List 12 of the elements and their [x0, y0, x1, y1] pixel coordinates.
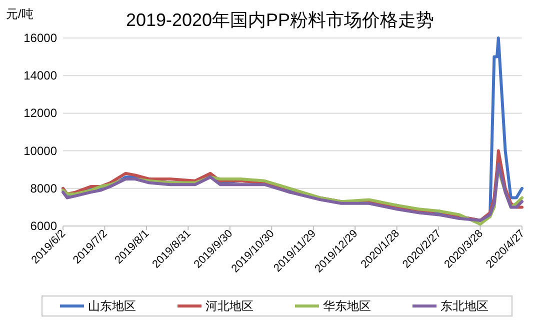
y-tick-label: 12000 — [24, 106, 58, 120]
y-tick-label: 14000 — [24, 68, 58, 83]
legend-label: 河北地区 — [206, 299, 254, 313]
y-tick-label: 8000 — [30, 181, 58, 196]
y-axis-title: 元/吨 — [6, 7, 34, 21]
y-tick-label: 10000 — [24, 144, 58, 158]
y-tick-label: 16000 — [24, 31, 58, 45]
legend-label: 山东地区 — [88, 299, 136, 313]
y-tick-label: 6000 — [30, 219, 58, 233]
chart-title: 2019-2020年国内PP粉料市场价格走势 — [126, 10, 434, 30]
legend-label: 东北地区 — [440, 299, 488, 313]
legend-label: 华东地区 — [323, 299, 371, 313]
